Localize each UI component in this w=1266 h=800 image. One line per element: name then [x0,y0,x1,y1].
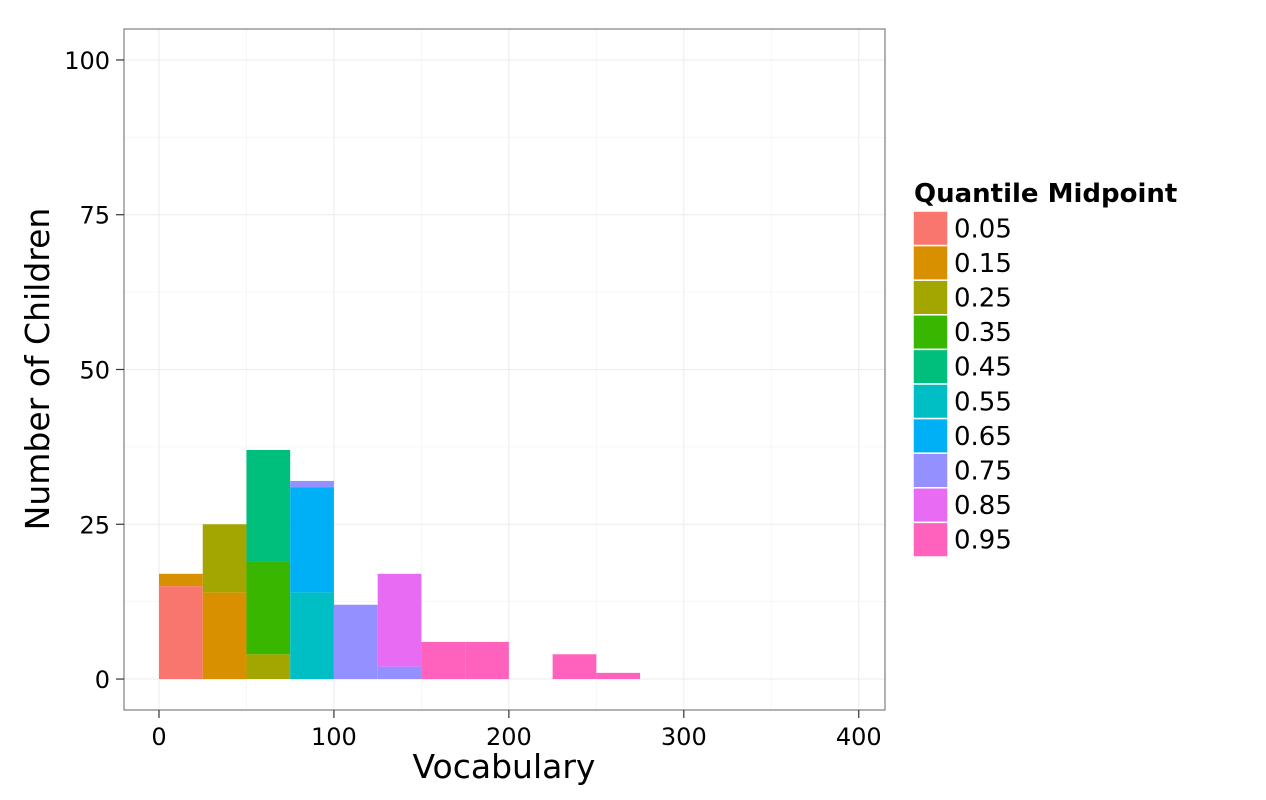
legend-label-0.25: 0.25 [954,284,1012,314]
legend-key-0.85 [912,487,949,524]
legend-label-0.15: 0.15 [954,249,1012,279]
legend-key-0.95 [912,521,949,558]
legend-label-0.45: 0.45 [954,353,1012,383]
y-tick-label-0: 0 [95,666,110,694]
bar-0.45-bin-50 [246,449,291,562]
bar-0.65-bin-75 [290,487,334,593]
x-tick-label-4: 400 [836,723,882,751]
y-axis: 0 25 50 75 100 [64,47,124,694]
x-tick-label-0: 0 [151,723,166,751]
bar-0.95-bin-150 [421,641,466,680]
y-tick-label-1: 25 [79,511,110,539]
legend: Quantile Midpoint 0.05 0.15 0.25 0.35 0.45 0.… [912,179,1177,558]
legend-key-0.45 [912,348,949,385]
bar-0.05-bin-0 [158,586,203,680]
bar-0.15-bin-25 [202,592,247,680]
bar-0.15-bin-0 [158,573,203,587]
bar-0.75-bin-100 [333,604,378,680]
legend-key-0.65 [912,417,949,454]
bars [158,449,641,680]
legend-label-0.35: 0.35 [954,318,1012,348]
y-tick-label-3: 75 [79,202,110,230]
legend-key-0.35 [912,314,949,351]
legend-key-0.15 [912,244,949,281]
y-tick-label-2: 50 [79,357,110,385]
x-axis: 0 100 200 300 400 [151,710,882,751]
legend-label-0.75: 0.75 [954,457,1012,487]
bar-0.75-bin-75 [290,480,334,488]
bar-0.55-bin-75 [290,592,334,680]
legend-key-0.75 [912,452,949,489]
legend-label-0.55: 0.55 [954,387,1012,417]
legend-label-0.05: 0.05 [954,214,1012,244]
y-axis-title: Number of Children [18,208,57,531]
bar-0.95-bin-175 [465,641,509,680]
bar-0.95-bin-250 [596,672,641,680]
x-tick-label-2: 200 [486,723,532,751]
legend-key-0.25 [912,279,949,316]
legend-label-0.65: 0.65 [954,422,1012,452]
x-tick-label-1: 100 [311,723,357,751]
x-tick-label-3: 300 [661,723,707,751]
legend-key-0.55 [912,383,949,420]
y-tick-label-4: 100 [64,47,110,75]
bar-0.35-bin-50 [246,561,291,655]
x-axis-title: Vocabulary [413,747,596,786]
bar-0.25-bin-50 [246,654,291,680]
bar-0.85-bin-125 [377,573,422,667]
bar-0.25-bin-25 [202,524,247,593]
legend-label-0.95: 0.95 [954,526,1012,556]
bar-0.75-bin-125 [377,666,422,680]
bar-0.95-bin-225 [552,654,597,680]
legend-label-0.85: 0.85 [954,491,1012,521]
legend-title: Quantile Midpoint [914,179,1177,209]
legend-key-0.05 [912,210,949,247]
